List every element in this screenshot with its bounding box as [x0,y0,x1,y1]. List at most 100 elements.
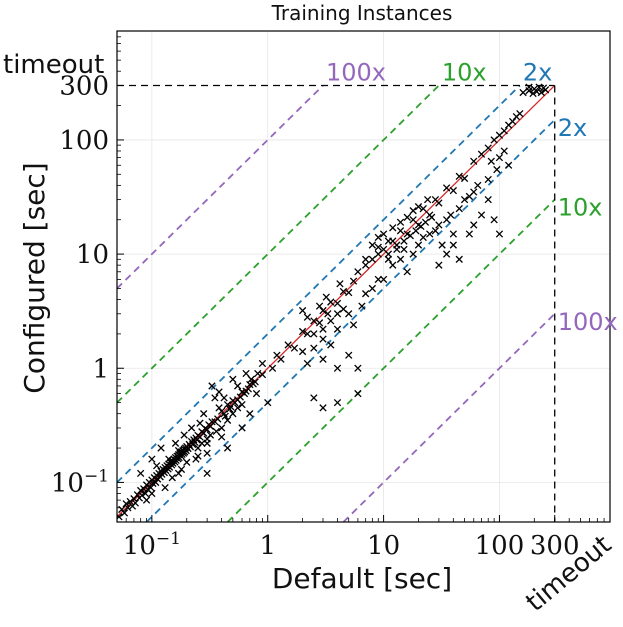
data-point-stroke [541,86,550,94]
data-point [161,483,169,492]
data-point-stroke [200,410,208,418]
data-point-stroke [484,144,492,152]
data-point [131,499,140,507]
data-point [358,302,366,310]
data-point [495,153,504,162]
plot-frame [116,30,611,523]
data-point [203,439,211,447]
data-point-stroke [315,319,324,327]
data-point-stroke [153,462,161,470]
data-point-stroke [403,213,411,221]
data-point [368,284,377,293]
data-point [474,181,482,190]
reference-line-upper [117,84,521,484]
data-point [233,404,242,412]
data-point-stroke [258,359,267,368]
data-point [414,241,423,249]
data-point [319,355,327,363]
data-point [442,184,451,192]
data-point-stroke [368,284,377,293]
data-point-stroke [208,382,216,390]
data-point [310,330,318,338]
data-point [277,355,285,363]
data-point-stroke [327,317,335,325]
data-point [435,221,443,229]
data-point-stroke [470,221,478,229]
data-point [124,504,132,512]
data-point [449,230,458,238]
y-timeout-label: timeout [3,50,104,80]
data-point [223,416,232,424]
data-point [153,462,161,470]
data-point [516,109,524,118]
data-point [490,216,498,224]
data-point [438,241,446,249]
data-point-stroke [174,469,183,478]
data-point [508,117,517,126]
data-point-stroke [438,241,446,249]
data-point-stroke [431,195,440,204]
data-point-stroke [409,207,417,215]
data-point [384,250,393,258]
data-point-stroke [447,211,455,219]
data-point-stroke [495,153,504,162]
data-point-stroke [484,195,492,204]
data-point-stroke [277,355,285,363]
data-point [174,446,183,455]
data-point [251,378,259,386]
data-point-stroke [419,233,427,242]
data-point [208,382,216,390]
data-point-stroke [428,213,436,221]
data-point-stroke [339,305,348,313]
data-point-stroke [252,389,261,398]
data-point-stroke [493,165,501,174]
data-point [217,424,226,432]
data-point-stroke [333,310,342,318]
data-point-stroke [504,161,513,169]
data-point [389,261,397,269]
data-point-stroke [298,347,307,356]
data-point-stroke [396,218,405,226]
data-point-stroke [168,474,176,482]
data-point [238,400,246,409]
data-point [215,388,223,396]
data-point-stroke [319,335,327,343]
data-point [333,299,342,308]
data-point-stroke [393,245,401,254]
data-point [215,404,223,412]
data-point-stroke [368,255,377,263]
data-point-stroke [400,237,408,245]
data-point-stroke [148,489,156,498]
data-point-stroke [303,330,312,338]
data-point-stroke [409,216,417,224]
data-point [333,325,342,333]
data-point-stroke [396,227,405,235]
data-point [327,341,335,349]
data-point [298,347,307,356]
data-point [229,410,237,418]
data-point [171,439,180,447]
data-point [460,174,469,183]
data-point-stroke [379,245,388,254]
data-point-stroke [206,431,215,439]
data-point [177,465,186,474]
data-point [354,389,362,398]
data-point [484,175,492,184]
data-point-stroke [203,469,211,478]
data-point [336,280,344,288]
data-point [368,255,377,263]
data-point-stroke [487,157,495,165]
data-point-stroke [470,157,478,165]
data-point-stroke [414,241,423,249]
x-tick-label: 10−1 [123,529,181,561]
data-point [345,310,353,318]
data-point [419,205,427,213]
data-point [345,288,353,297]
data-point [409,250,417,258]
data-point-stroke [161,483,169,492]
data-point-stroke [319,325,327,333]
data-point-stroke [537,88,546,97]
data-point-stroke [251,378,259,386]
